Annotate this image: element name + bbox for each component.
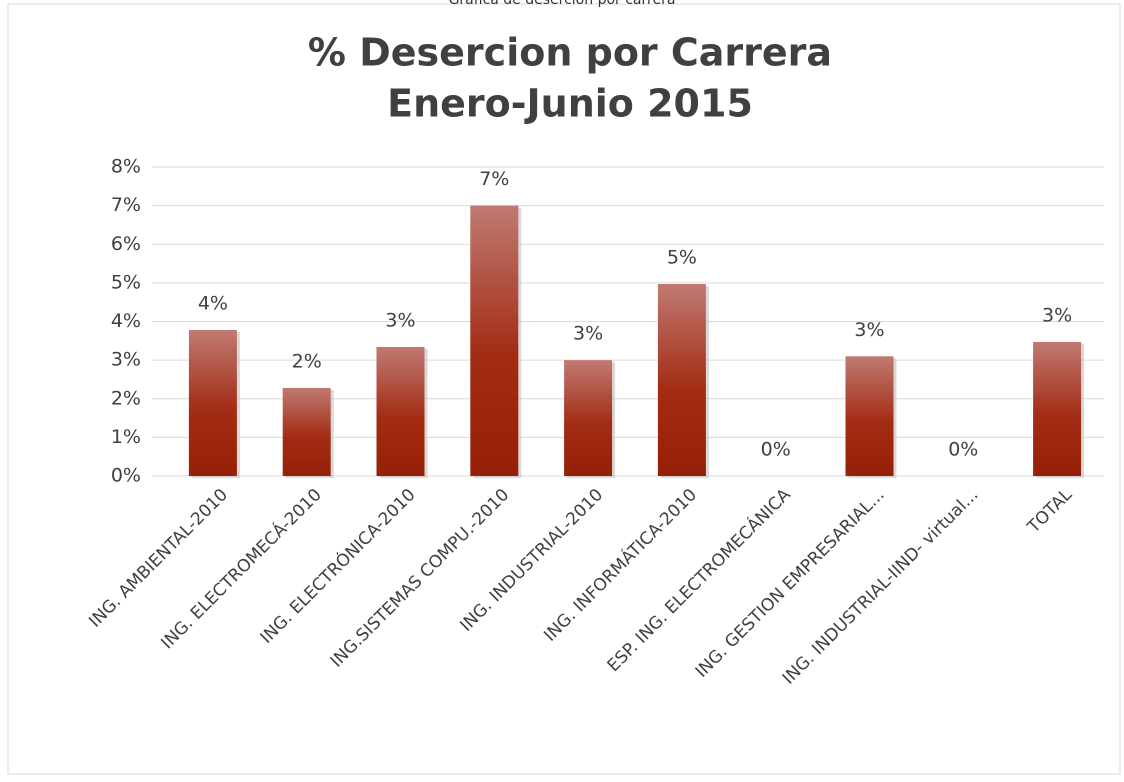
y-tick-label: 0% <box>111 465 141 487</box>
data-label: 3% <box>854 319 884 341</box>
chart-title: Enero-Junio 2015 <box>387 82 753 126</box>
bar <box>657 284 706 476</box>
bar <box>470 205 519 476</box>
y-tick-label: 4% <box>111 310 141 332</box>
y-tick-label: 5% <box>111 271 141 293</box>
bar <box>376 346 425 476</box>
chart-title: % Desercion por Carrera <box>308 31 832 75</box>
bar <box>188 329 237 476</box>
y-tick-label: 3% <box>111 349 141 371</box>
bar <box>564 360 613 476</box>
y-tick-label: 6% <box>111 233 141 255</box>
bar <box>845 356 894 476</box>
data-label: 3% <box>573 323 603 345</box>
data-label: 0% <box>761 439 791 461</box>
data-label: 3% <box>385 309 415 331</box>
data-label: 0% <box>948 439 978 461</box>
data-label: 3% <box>1042 304 1072 326</box>
data-label: 4% <box>198 292 228 314</box>
bar <box>1033 341 1082 476</box>
caption: Gráfica de deserción por carrera <box>449 0 676 8</box>
bar <box>282 387 331 476</box>
y-tick-label: 7% <box>111 194 141 216</box>
y-tick-label: 2% <box>111 387 141 409</box>
y-tick-label: 1% <box>111 426 141 448</box>
data-label: 2% <box>292 350 322 372</box>
data-label: 5% <box>667 247 697 269</box>
y-tick-label: 8% <box>111 156 141 178</box>
data-label: 7% <box>479 168 509 190</box>
